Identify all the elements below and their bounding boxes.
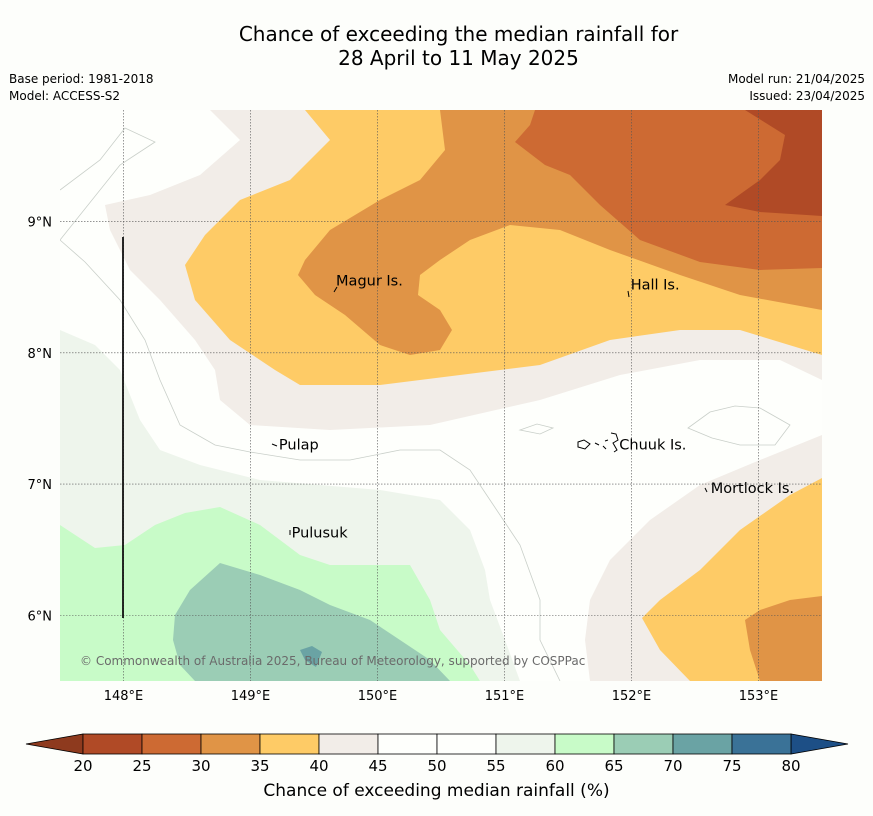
- colorbar-tick-label: 30: [191, 757, 210, 775]
- latitude-tick-labels: 9°N 8°N 7°N 6°N: [28, 216, 53, 625]
- chuuk-islands-mark: [577, 432, 619, 453]
- colorbar-tick-label: 25: [132, 757, 151, 775]
- lat-tick-label: 6°N: [28, 609, 53, 624]
- colorbar-segment: [259, 733, 320, 755]
- meta-right: Model run: 21/04/2025 Issued: 23/04/2025: [728, 71, 865, 105]
- map-plot-area: Magur Is. Hall Is. Pulap Chuuk Is. Mortlock …: [60, 110, 822, 681]
- place-label: Mortlock Is.: [711, 481, 794, 497]
- colorbar-segment: [377, 733, 438, 755]
- place-label: Pulap: [279, 438, 319, 454]
- band-20-25: [725, 110, 822, 216]
- meta-left: Base period: 1981-2018 Model: ACCESS-S2: [9, 71, 154, 105]
- colorbar-tick-label: 20: [73, 757, 92, 775]
- band-70-75: [300, 646, 322, 667]
- colorbar-tick-label: 50: [427, 757, 446, 775]
- colorbar-tick-label: 75: [722, 757, 741, 775]
- colorbar-segment: [141, 733, 202, 755]
- colorbar-tick-label: 40: [309, 757, 328, 775]
- colorbar-segment: [200, 733, 261, 755]
- title-line-2: 28 April to 11 May 2025: [338, 46, 579, 70]
- colorbar-segment: [495, 733, 556, 755]
- model-run-text: Model run: 21/04/2025: [727, 72, 865, 86]
- copyright-text: © Commonwealth of Australia 2025, Bureau…: [80, 654, 585, 668]
- colorbar-under-arrow: [25, 733, 84, 755]
- band-25-30: [515, 110, 822, 270]
- title-line-1: Chance of exceeding the median rainfall …: [238, 22, 679, 46]
- lon-tick-label: 150°E: [358, 689, 398, 704]
- place-label: Chuuk Is.: [619, 438, 686, 454]
- place-label: Pulusuk: [292, 526, 349, 542]
- issued-text: Issued: 23/04/2025: [749, 89, 865, 103]
- model-text: Model: ACCESS-S2: [9, 89, 121, 103]
- colorbar-tick-label: 65: [604, 757, 623, 775]
- island-marks: [271, 286, 708, 535]
- colorbar: 20 25 30 35 40 45 50 55 60 65 70 75 80: [25, 733, 849, 775]
- colorbar-segment: [613, 733, 674, 755]
- lon-tick-label: 149°E: [231, 689, 271, 704]
- pulap-island-mark: [271, 443, 278, 447]
- colorbar-tick-label: 55: [486, 757, 505, 775]
- colorbar-tick-label: 70: [663, 757, 682, 775]
- lat-tick-label: 8°N: [28, 347, 53, 362]
- colorbar-tick-label: 35: [250, 757, 269, 775]
- map-title: Chance of exceeding the median rainfall …: [0, 22, 873, 70]
- lat-tick-label: 9°N: [28, 216, 53, 231]
- contour-lines: [60, 127, 791, 681]
- lon-tick-label: 153°E: [739, 689, 779, 704]
- base-period-text: Base period: 1981-2018: [9, 72, 154, 86]
- place-labels: Magur Is. Hall Is. Pulap Chuuk Is. Mortlock …: [279, 274, 794, 542]
- lon-tick-label: 151°E: [485, 689, 525, 704]
- colorbar-tick-label: 60: [545, 757, 564, 775]
- colorbar-over-arrow: [790, 733, 849, 755]
- colorbar-tick-label: 80: [781, 757, 800, 775]
- hall-island-mark: [627, 290, 630, 298]
- colorbar-segment: [731, 733, 792, 755]
- place-label: Magur Is.: [336, 274, 403, 290]
- colorbar-segment: [672, 733, 733, 755]
- magur-island-mark: [333, 286, 338, 293]
- colorbar-label: Chance of exceeding median rainfall (%): [263, 781, 610, 801]
- longitude-tick-labels: 148°E 149°E 150°E 151°E 152°E 153°E: [104, 689, 779, 704]
- band-65-70: [173, 563, 450, 681]
- lon-tick-label: 148°E: [104, 689, 144, 704]
- lat-tick-label: 7°N: [28, 478, 53, 493]
- colorbar-segment: [554, 733, 615, 755]
- mortlock-island-mark: [704, 487, 708, 493]
- band-30-35-southeast: [745, 596, 822, 681]
- colorbar-segment: [318, 733, 379, 755]
- colorbar-segment: [436, 733, 497, 755]
- colorbar-segment: [82, 733, 143, 755]
- lon-tick-label: 152°E: [612, 689, 652, 704]
- place-label: Hall Is.: [631, 278, 680, 294]
- colorbar-tick-label: 45: [368, 757, 387, 775]
